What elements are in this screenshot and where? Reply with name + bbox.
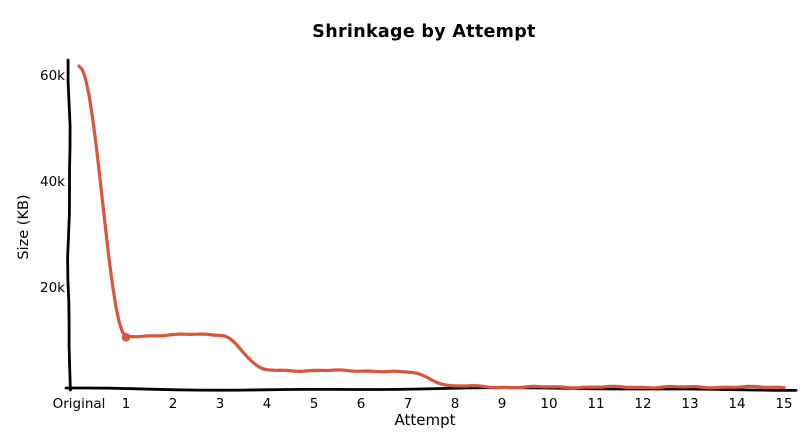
- y-tick-label: 20k: [40, 280, 65, 296]
- y-axis-spine: [66, 58, 72, 392]
- x-tick-label: 9: [497, 396, 507, 412]
- x-tick-label: Original: [52, 396, 106, 412]
- x-tick-label: 14: [728, 396, 746, 412]
- x-axis-label: Attempt: [394, 411, 456, 429]
- x-tick-label: 15: [775, 396, 793, 412]
- x-tick-label: 3: [215, 396, 225, 412]
- x-tick-label: 10: [540, 396, 558, 412]
- data-point-marker: [121, 332, 131, 342]
- x-tick-label: 4: [262, 396, 272, 412]
- chart-title: Shrinkage by Attempt: [312, 22, 536, 42]
- size-series-line: [77, 64, 786, 390]
- x-tick-label: 8: [450, 396, 460, 412]
- x-tick-label: 5: [309, 396, 319, 412]
- x-axis-spine: [64, 386, 798, 392]
- x-tick-label: 13: [681, 396, 699, 412]
- x-tick-label: 12: [634, 396, 652, 412]
- y-tick-label: 40k: [40, 174, 65, 190]
- y-tick-label: 60k: [40, 68, 65, 84]
- x-tick-label: 6: [356, 396, 366, 412]
- x-tick-label: 2: [168, 396, 178, 412]
- x-tick-label: 1: [121, 396, 131, 412]
- y-axis-label: Size (KB): [16, 194, 32, 260]
- x-tick-label: 7: [403, 396, 413, 412]
- x-tick-label: 11: [587, 396, 605, 412]
